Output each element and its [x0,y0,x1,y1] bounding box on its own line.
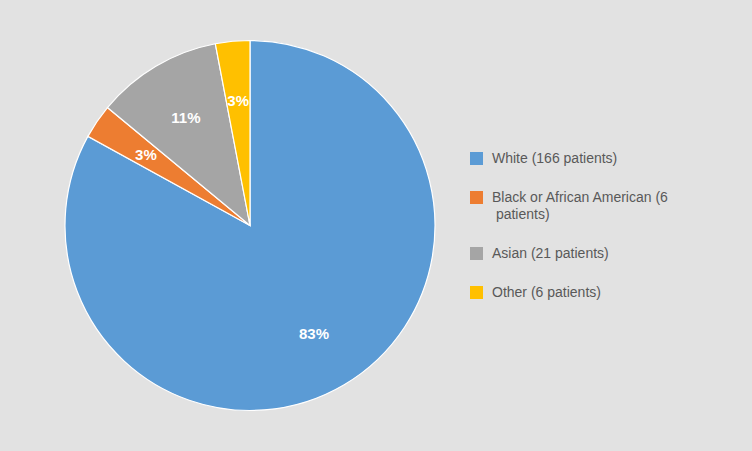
data-label: 11% [171,109,200,126]
data-labels: 83% 3% 11% 3% [135,92,329,343]
legend-swatch [470,286,483,299]
legend-swatch [470,247,483,260]
slices [65,41,435,411]
legend-label: Asian (21 patients) [492,245,609,261]
pie-slice [215,41,250,226]
legend-swatch [470,152,483,165]
legend-label: Other (6 patients) [492,284,601,300]
pie-slice [65,41,435,411]
chart: 83% 3% 11% 3% White (166 patients) Black or A… [0,0,752,451]
data-label: 83% [299,325,329,342]
legend-label: Black or African American (6 patients) [492,189,668,222]
background [0,0,752,451]
legend-label: White (166 patients) [492,150,617,166]
data-label: 3% [227,92,249,109]
legend: White (166 patients) Black or African Ame… [470,150,668,300]
legend-swatch [470,191,483,204]
data-label: 3% [135,146,157,163]
